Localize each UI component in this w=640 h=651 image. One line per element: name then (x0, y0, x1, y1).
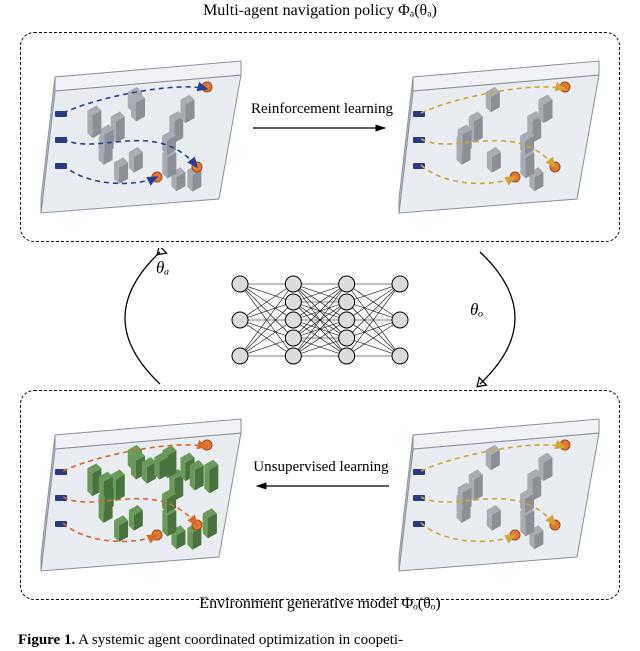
arrow-left-icon (251, 476, 391, 496)
arrow-right-icon (251, 118, 391, 138)
title-top: Multi-agent navigation policy Φₐ(θₐ) (0, 2, 640, 20)
theta-a: θₐ (156, 258, 169, 278)
panel-bottom: Unsupervised learning (20, 390, 620, 600)
ul-arrow-box: Unsupervised learning (251, 459, 391, 501)
rl-label: Reinforcement learning (251, 101, 391, 118)
ul-label: Unsupervised learning (251, 459, 391, 476)
neural-net-icon (220, 272, 420, 368)
caption-text: A systemic agent coordinated optimizatio… (75, 632, 403, 648)
env-top-left (37, 57, 247, 217)
title-bottom: Environment generative model Φₒ(θₒ) (0, 595, 640, 613)
env-bottom-right (395, 415, 605, 575)
env-bottom-left (37, 415, 247, 575)
figure-caption: Figure 1. A systemic agent coordinated o… (18, 632, 403, 649)
theta-o: θₒ (470, 300, 483, 320)
rl-arrow-box: Reinforcement learning (251, 101, 391, 143)
env-top-right (395, 57, 605, 217)
panel-top: Reinforcement learning (20, 32, 620, 242)
caption-number: Figure 1. (18, 632, 75, 648)
